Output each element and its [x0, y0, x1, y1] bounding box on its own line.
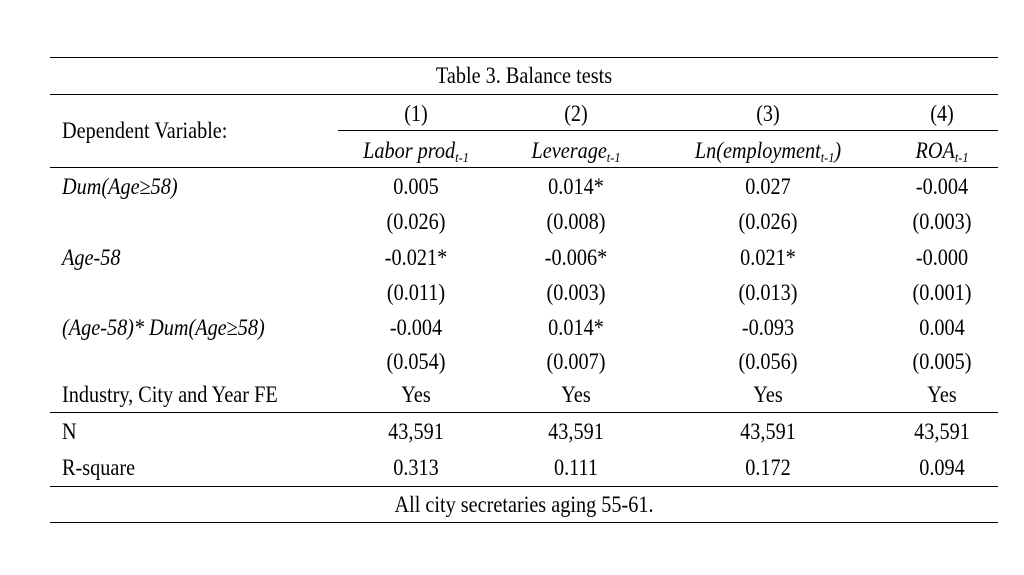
n-cell: 43,591: [388, 419, 444, 444]
se-cell: (0.011): [386, 280, 446, 305]
se-cell: (0.013): [738, 280, 798, 305]
coef-cell: 0.027: [745, 174, 791, 199]
coef-cell: 0.014*: [548, 174, 604, 199]
fe-rule: [50, 412, 998, 413]
se-cell: (0.008): [546, 209, 606, 234]
row-label-age-58: Age-58: [62, 245, 121, 270]
column-number-rule: [338, 130, 998, 131]
dependent-variable-label: Dependent Variable:: [62, 118, 228, 143]
r2-cell: 0.172: [745, 455, 791, 480]
se-cell: (0.003): [546, 280, 606, 305]
fe-cell: Yes: [927, 382, 957, 407]
coef-cell: -0.004: [915, 174, 969, 199]
se-cell: (0.026): [738, 209, 798, 234]
column-number-3: (3): [756, 101, 780, 126]
se-cell: (0.005): [912, 349, 972, 374]
fe-cell: Yes: [401, 382, 431, 407]
coef-cell: 0.021*: [740, 245, 796, 270]
header-rule: [50, 167, 998, 168]
n-cell: 43,591: [914, 419, 970, 444]
row-label-n: N: [62, 419, 77, 444]
row-label-fixed-effects: Industry, City and Year FE: [62, 382, 278, 407]
row-label-r-square: R-square: [62, 455, 136, 480]
column-variable-4: ROAt-1: [915, 138, 969, 166]
row-label-dum-age: Dum(Age≥58): [62, 174, 178, 199]
coef-cell: -0.006*: [544, 245, 608, 270]
n-cell: 43,591: [740, 419, 796, 444]
column-number-4: (4): [930, 101, 954, 126]
title-rule: [50, 94, 998, 95]
top-rule: [50, 57, 998, 58]
coef-cell: -0.000: [915, 245, 969, 270]
stats-rule: [50, 486, 998, 487]
se-cell: (0.054): [386, 349, 446, 374]
r2-cell: 0.094: [919, 455, 965, 480]
column-variable-1: Labor prodt-1: [363, 138, 469, 166]
table-title: Table 3. Balance tests: [435, 63, 613, 88]
column-variable-2: Leveraget-1: [531, 138, 621, 166]
column-number-2: (2): [564, 101, 588, 126]
coef-cell: 0.014*: [548, 315, 604, 340]
coef-cell: -0.004: [389, 315, 443, 340]
se-cell: (0.007): [546, 349, 606, 374]
coef-cell: 0.004: [919, 315, 965, 340]
fe-cell: Yes: [753, 382, 783, 407]
coef-cell: 0.005: [393, 174, 439, 199]
coef-cell: -0.021*: [384, 245, 448, 270]
fe-cell: Yes: [561, 382, 591, 407]
se-cell: (0.003): [912, 209, 972, 234]
se-cell: (0.056): [738, 349, 798, 374]
coef-cell: -0.093: [741, 315, 795, 340]
bottom-rule: [50, 522, 998, 523]
r2-cell: 0.313: [393, 455, 439, 480]
column-number-1: (1): [404, 101, 428, 126]
r2-cell: 0.111: [553, 455, 599, 480]
row-label-interaction: (Age-58)* Dum(Age≥58): [62, 315, 265, 340]
n-cell: 43,591: [548, 419, 604, 444]
se-cell: (0.026): [386, 209, 446, 234]
column-variable-3: Ln(employmentt-1): [694, 138, 842, 166]
table-note: All city secretaries aging 55-61.: [394, 492, 654, 517]
se-cell: (0.001): [912, 280, 972, 305]
